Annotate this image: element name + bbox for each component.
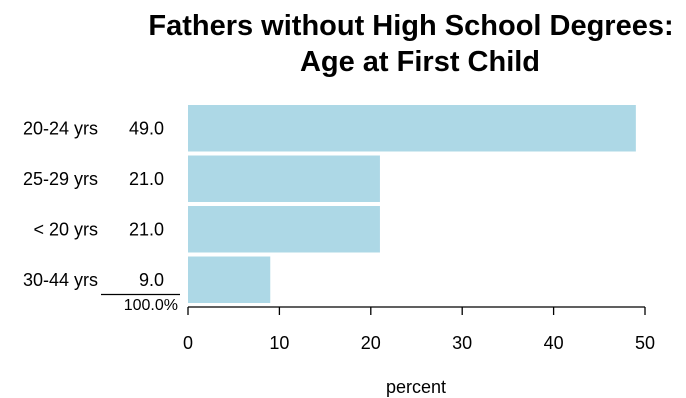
chart-title-line-1: Fathers without High School Degrees: bbox=[148, 10, 673, 42]
category-labels: 20-24 yrs 25-29 yrs < 20 yrs 30-44 yrs bbox=[23, 118, 98, 290]
x-axis-label: percent bbox=[386, 377, 446, 397]
x-tick-label: 0 bbox=[183, 333, 193, 353]
x-tick-label: 40 bbox=[544, 333, 564, 353]
bar-30-44-yrs bbox=[188, 256, 271, 303]
category-label: < 20 yrs bbox=[33, 219, 98, 239]
bar-20-24-yrs bbox=[188, 105, 636, 152]
x-tick-label: 30 bbox=[452, 333, 472, 353]
x-tick-label: 10 bbox=[269, 333, 289, 353]
category-label: 30-44 yrs bbox=[23, 270, 98, 290]
x-axis: 0 10 20 30 40 50 bbox=[183, 306, 655, 353]
total-label: 100.0% bbox=[124, 297, 178, 314]
value-label: 9.0 bbox=[139, 270, 164, 290]
bars-group bbox=[188, 105, 636, 303]
chart-title-line-2: Age at First Child bbox=[300, 46, 540, 78]
value-label: 21.0 bbox=[129, 219, 164, 239]
bar-20-yrs bbox=[188, 206, 380, 253]
value-label: 49.0 bbox=[129, 118, 164, 138]
bar-25-29-yrs bbox=[188, 155, 380, 202]
x-tick-label: 20 bbox=[361, 333, 381, 353]
x-tick-label: 50 bbox=[635, 333, 655, 353]
category-label: 25-29 yrs bbox=[23, 169, 98, 189]
value-labels: 49.0 21.0 21.0 9.0 bbox=[129, 118, 164, 290]
value-label: 21.0 bbox=[129, 169, 164, 189]
category-label: 20-24 yrs bbox=[23, 118, 98, 138]
